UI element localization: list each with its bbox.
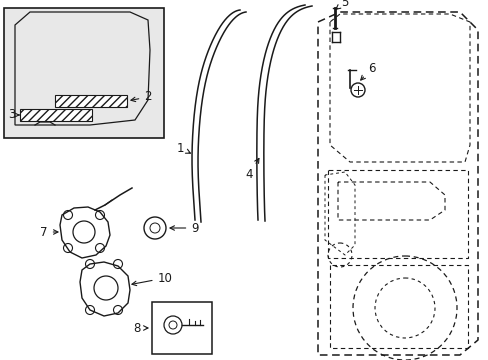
Bar [4, 8, 163, 138]
Text: 8: 8 [133, 321, 148, 334]
Bar [20, 109, 92, 121]
Text: 9: 9 [170, 221, 198, 234]
Text: 1: 1 [176, 141, 190, 154]
Text: 6: 6 [360, 62, 375, 80]
Bar [55, 95, 127, 107]
Text: 10: 10 [132, 271, 172, 285]
Text: 3: 3 [8, 108, 19, 122]
Bar [152, 302, 212, 354]
Text: 7: 7 [40, 225, 58, 238]
Text: 5: 5 [335, 0, 348, 9]
Text: 2: 2 [131, 90, 151, 104]
Text: 4: 4 [245, 158, 259, 181]
